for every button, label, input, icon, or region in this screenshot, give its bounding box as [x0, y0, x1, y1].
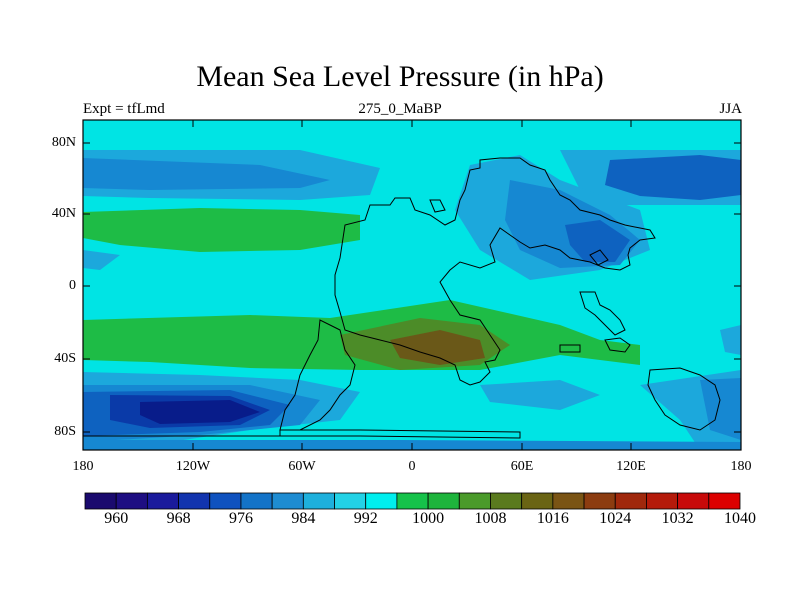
colorbar-swatch	[334, 492, 367, 510]
colorbar-swatch	[115, 492, 148, 510]
colorbar-label: 1024	[599, 510, 632, 527]
coastlines	[83, 157, 721, 439]
colorbar-swatch	[646, 492, 679, 510]
colorbar-swatch	[708, 492, 741, 510]
colorbar-swatch	[396, 492, 429, 510]
colorbar-swatch	[271, 492, 304, 510]
colorbar-swatch	[458, 492, 491, 510]
colorbar-label: 968	[166, 510, 191, 527]
colorbar-swatch	[427, 492, 460, 510]
contour-field	[83, 120, 741, 450]
north-low-core-east	[605, 155, 741, 200]
colorbar-swatch	[84, 492, 117, 510]
y-tick-label: 0	[69, 278, 76, 293]
x-tick-label: 180	[72, 459, 94, 474]
y-tick-label: 80S	[54, 424, 76, 439]
colorbar	[84, 492, 741, 510]
south-low-core	[140, 400, 260, 424]
colorbar-swatch	[490, 492, 523, 510]
colorbar-swatch	[521, 492, 554, 510]
y-tick-label: 80N	[51, 135, 76, 150]
x-tick-label: 60W	[288, 459, 316, 474]
frame-ticks	[83, 120, 741, 450]
colorbar-label: 1000	[412, 510, 445, 527]
time-label: 275_0_MaBP	[358, 101, 442, 117]
season-label: JJA	[719, 101, 742, 117]
x-tick-label: 60E	[510, 459, 534, 474]
x-tick-label: 0	[408, 459, 416, 474]
colorbar-label: 960	[104, 510, 129, 527]
colorbar-swatch	[583, 492, 616, 510]
colorbar-swatch	[209, 492, 242, 510]
north-high-belt	[83, 208, 360, 252]
colorbar-swatch	[552, 492, 585, 510]
asia-low-core	[565, 220, 630, 262]
colorbar-swatch	[302, 492, 335, 510]
x-tick-label: 180	[730, 459, 752, 474]
west-band-low	[83, 250, 120, 270]
plot-title: Mean Sea Level Pressure (in hPa)	[196, 60, 604, 93]
x-tick-label: 120W	[175, 459, 211, 474]
colorbar-swatch	[614, 492, 647, 510]
colorbar-label: 1016	[536, 510, 569, 527]
y-tick-label: 40N	[51, 206, 76, 221]
south-low-mid	[480, 380, 600, 410]
colorbar-label: 984	[291, 510, 316, 527]
colorbar-swatch	[365, 492, 398, 510]
y-tick-label: 40S	[54, 351, 76, 366]
south-low-east-core	[700, 378, 741, 440]
colorbar-swatch	[677, 492, 710, 510]
south-high-core	[390, 330, 485, 365]
north-low-core-west	[83, 158, 330, 190]
x-tick-label: 120E	[616, 459, 646, 474]
colorbar-label: 1040	[724, 510, 756, 527]
colorbar-label: 992	[353, 510, 378, 527]
colorbar-label: 1008	[474, 510, 507, 527]
colorbar-swatch	[178, 492, 211, 510]
colorbar-label: 976	[228, 510, 253, 527]
colorbar-label: 1032	[661, 510, 694, 527]
west-south-low	[720, 325, 741, 355]
colorbar-swatch	[146, 492, 179, 510]
experiment-label: Expt = tfLmd	[83, 101, 165, 117]
colorbar-swatch	[240, 492, 273, 510]
